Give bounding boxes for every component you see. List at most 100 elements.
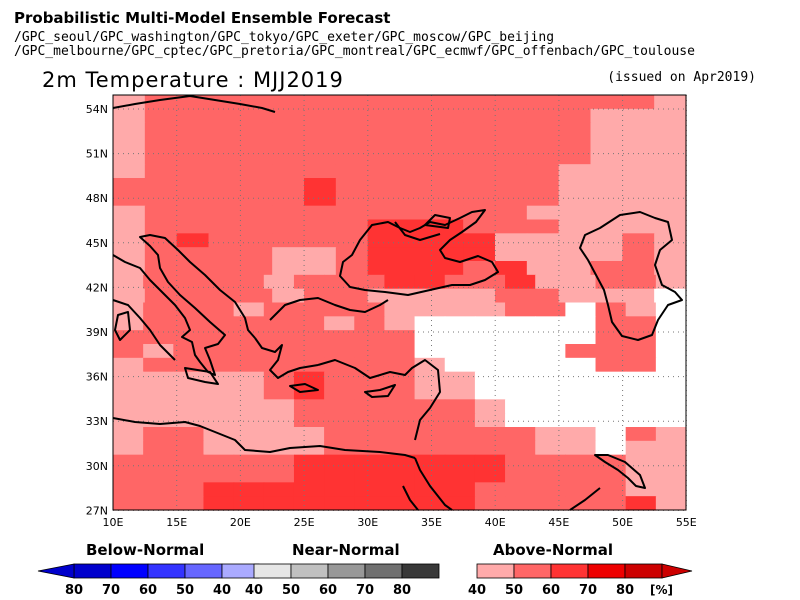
probability-cell bbox=[304, 122, 337, 138]
probability-cell bbox=[272, 108, 305, 124]
probability-cell bbox=[495, 108, 528, 124]
probability-cell bbox=[474, 344, 506, 359]
probability-cell bbox=[335, 178, 369, 193]
probability-cell bbox=[565, 371, 597, 387]
probability-cell bbox=[431, 178, 464, 193]
probability-cell bbox=[176, 178, 210, 193]
probability-cell bbox=[565, 413, 597, 428]
probability-cell bbox=[414, 427, 446, 442]
legend-color-bars: 80 70 60 50 40 40 50 60 70 80 40 50 60 70 80 [%] bbox=[37, 563, 693, 598]
probability-cell bbox=[272, 191, 305, 207]
probability-cell bbox=[526, 136, 560, 151]
probability-cell bbox=[590, 95, 623, 110]
legend-tick-label: 60 bbox=[139, 583, 157, 598]
probability-cell bbox=[335, 122, 369, 138]
probability-cell bbox=[590, 219, 623, 234]
probability-cell bbox=[655, 482, 687, 497]
legend-swatch bbox=[253, 563, 292, 579]
probability-cell bbox=[414, 468, 446, 483]
probability-cell bbox=[526, 164, 560, 179]
probability-cell bbox=[272, 178, 305, 193]
latitude-label: 39N bbox=[86, 326, 108, 339]
probability-cell bbox=[173, 454, 205, 470]
probability-cell bbox=[143, 468, 174, 483]
probability-cell bbox=[474, 454, 506, 470]
probability-cell bbox=[113, 247, 146, 262]
legend-tick-label: 60 bbox=[542, 583, 560, 598]
probability-cell bbox=[535, 468, 566, 483]
probability-cell bbox=[654, 261, 687, 276]
probability-cell bbox=[595, 468, 627, 483]
probability-cell bbox=[590, 122, 623, 138]
probability-cell bbox=[324, 316, 355, 331]
probability-cell bbox=[113, 496, 144, 511]
probability-cell bbox=[113, 482, 144, 497]
probability-cell bbox=[203, 482, 235, 497]
probability-cell bbox=[176, 205, 210, 221]
probability-cell bbox=[654, 108, 687, 124]
latitude-label: 45N bbox=[86, 237, 108, 250]
probability-cell bbox=[144, 219, 178, 234]
probability-cell bbox=[354, 468, 386, 483]
longitude-label: 55E bbox=[676, 516, 697, 529]
probability-cell bbox=[293, 482, 325, 497]
probability-cell bbox=[526, 178, 560, 193]
probability-cell bbox=[444, 399, 476, 414]
probability-cell bbox=[495, 205, 528, 221]
probability-cell bbox=[655, 496, 687, 511]
probability-cell bbox=[431, 288, 464, 304]
probability-cell bbox=[495, 261, 528, 276]
probability-cell bbox=[474, 302, 506, 317]
probability-cell bbox=[565, 385, 597, 400]
legend-swatch bbox=[290, 563, 329, 579]
probability-cell bbox=[595, 316, 627, 331]
probability-cell bbox=[324, 482, 355, 497]
probability-cell bbox=[595, 496, 627, 511]
probability-cell bbox=[495, 219, 528, 234]
probability-cell bbox=[654, 288, 687, 304]
probability-cell bbox=[590, 164, 623, 179]
probability-cell bbox=[208, 178, 241, 193]
probability-cell bbox=[293, 330, 325, 345]
probability-cell bbox=[558, 219, 592, 234]
probability-cell bbox=[655, 440, 687, 456]
legend-tick-label: 70 bbox=[356, 583, 374, 598]
model-list-line-2: /GPC_melbourne/GPC_cptec/GPC_pretoria/GP… bbox=[14, 44, 695, 59]
probability-cell bbox=[263, 399, 295, 414]
probability-cell bbox=[113, 468, 144, 483]
probability-cell bbox=[208, 233, 241, 248]
probability-cell bbox=[176, 108, 210, 124]
probability-cell bbox=[565, 427, 597, 442]
legend-swatch bbox=[73, 563, 112, 579]
probability-cell bbox=[384, 330, 416, 345]
probability-cell bbox=[399, 191, 432, 207]
probability-cell bbox=[324, 330, 355, 345]
probability-cell bbox=[595, 440, 627, 456]
legend-swatch bbox=[110, 563, 149, 579]
probability-cell bbox=[240, 219, 273, 234]
probability-cell bbox=[354, 427, 386, 442]
probability-cell bbox=[113, 288, 146, 304]
probability-cell bbox=[595, 385, 627, 400]
probability-cell bbox=[590, 108, 623, 124]
probability-cell bbox=[272, 150, 305, 165]
probability-cell bbox=[474, 357, 506, 373]
probability-cell bbox=[384, 274, 416, 290]
probability-cell bbox=[263, 371, 295, 387]
probability-cell bbox=[463, 288, 496, 304]
probability-cell bbox=[384, 496, 416, 511]
probability-cell bbox=[354, 385, 386, 400]
probability-cell bbox=[176, 122, 210, 138]
probability-cell bbox=[304, 191, 337, 207]
probability-cell bbox=[354, 482, 386, 497]
legend-swatch bbox=[587, 563, 626, 579]
probability-cell bbox=[414, 316, 446, 331]
probability-cell bbox=[335, 219, 369, 234]
probability-cell bbox=[208, 247, 241, 262]
probability-cell bbox=[208, 108, 241, 124]
probability-cell bbox=[654, 178, 687, 193]
probability-cell bbox=[565, 344, 597, 359]
probability-cell bbox=[505, 330, 536, 345]
probability-cell bbox=[399, 164, 432, 179]
probability-cell bbox=[625, 482, 657, 497]
